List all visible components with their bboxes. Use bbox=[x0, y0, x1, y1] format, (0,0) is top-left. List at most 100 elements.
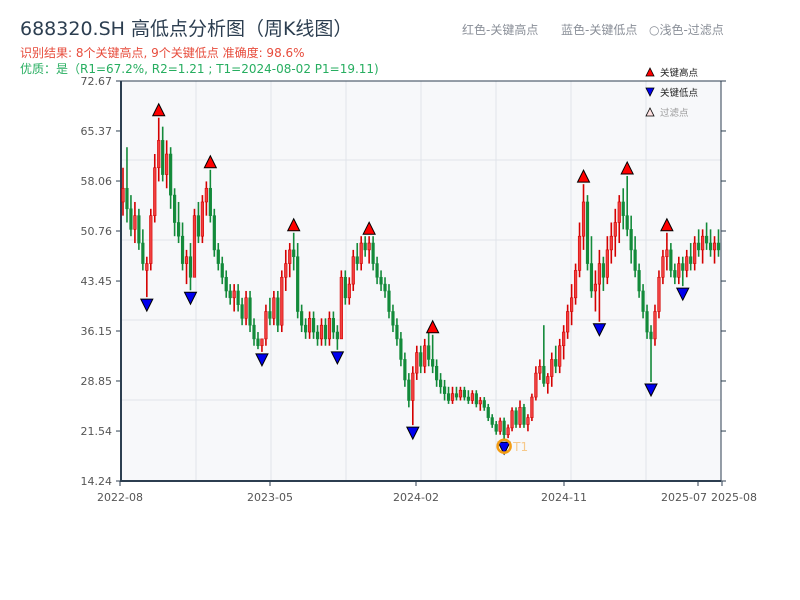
candle-body bbox=[391, 311, 395, 326]
candle-body bbox=[712, 242, 717, 251]
candle bbox=[411, 366, 415, 426]
candle bbox=[133, 201, 137, 244]
candle-body bbox=[665, 249, 669, 258]
candle bbox=[212, 208, 216, 257]
candle-body bbox=[355, 256, 359, 264]
candle bbox=[296, 243, 300, 319]
candle bbox=[458, 386, 463, 401]
candle bbox=[454, 386, 459, 401]
candle-body bbox=[704, 235, 709, 244]
candle-body bbox=[649, 331, 653, 340]
candle-body bbox=[331, 318, 336, 333]
candle-body bbox=[367, 242, 371, 251]
hint-red-high: 红色-关键高点 bbox=[462, 23, 539, 37]
candle-body bbox=[145, 263, 149, 271]
candle-body bbox=[581, 201, 586, 237]
candle bbox=[462, 386, 467, 401]
candle bbox=[490, 414, 494, 428]
candle bbox=[395, 318, 399, 346]
candle-body bbox=[133, 215, 137, 230]
candle bbox=[550, 352, 554, 387]
candle bbox=[546, 373, 550, 394]
candle bbox=[292, 232, 296, 271]
candle-body bbox=[176, 222, 181, 237]
candle-body bbox=[153, 167, 157, 216]
candle-body bbox=[379, 276, 383, 285]
candle bbox=[169, 147, 173, 209]
y-tick-label: 50.76 bbox=[81, 225, 113, 238]
candle bbox=[260, 338, 264, 352]
key-high-marker bbox=[286, 217, 301, 232]
candle bbox=[510, 407, 514, 432]
candle-body bbox=[558, 345, 562, 367]
hint-blue-low: 蓝色-关键低点 bbox=[561, 23, 638, 37]
candle bbox=[383, 277, 387, 298]
candle-body bbox=[486, 407, 490, 418]
candle bbox=[704, 222, 709, 250]
candle bbox=[494, 421, 498, 435]
candle-body bbox=[268, 311, 272, 319]
candle-body bbox=[359, 242, 363, 264]
candle bbox=[701, 229, 705, 264]
candle-body bbox=[661, 256, 665, 278]
candle-body bbox=[546, 376, 550, 384]
legend-label: 关键高点 bbox=[660, 67, 699, 79]
candle bbox=[450, 386, 455, 404]
candle bbox=[442, 379, 447, 401]
candle bbox=[514, 407, 518, 428]
candle bbox=[577, 222, 582, 278]
candle-body bbox=[284, 263, 288, 278]
candle bbox=[415, 345, 419, 380]
candle bbox=[145, 256, 149, 298]
candle bbox=[232, 284, 236, 312]
candle bbox=[609, 222, 613, 264]
candle-body bbox=[716, 242, 721, 251]
candle-body bbox=[300, 311, 304, 326]
candle bbox=[657, 270, 661, 319]
candle-body bbox=[510, 410, 514, 429]
candle-body bbox=[212, 215, 216, 251]
candle-body bbox=[470, 393, 474, 401]
candle bbox=[387, 284, 391, 319]
x-tick-label: 2022-08 bbox=[97, 491, 143, 504]
candle-body bbox=[419, 352, 423, 367]
candle bbox=[466, 390, 470, 404]
candle-body bbox=[657, 276, 661, 312]
candle bbox=[220, 256, 224, 285]
candle bbox=[204, 181, 208, 216]
candle bbox=[125, 147, 129, 223]
candle bbox=[252, 318, 256, 346]
candle bbox=[280, 270, 284, 333]
candle-body bbox=[633, 249, 637, 271]
candle-body bbox=[446, 393, 451, 401]
candle bbox=[470, 390, 474, 404]
candle-body bbox=[538, 365, 542, 374]
candle-body bbox=[669, 249, 673, 271]
candle-body bbox=[169, 153, 173, 196]
candle bbox=[573, 263, 578, 305]
legend-marker-2 bbox=[645, 107, 655, 117]
candle-body bbox=[494, 424, 498, 432]
candle-body bbox=[677, 263, 681, 278]
y-tick-label: 14.24 bbox=[81, 475, 113, 488]
candle-body bbox=[395, 324, 399, 340]
candle bbox=[184, 249, 189, 285]
t1-label: T1 bbox=[512, 440, 528, 454]
candle-body bbox=[125, 187, 129, 210]
candle-body bbox=[693, 242, 697, 264]
candle bbox=[244, 290, 248, 326]
candle bbox=[570, 284, 574, 326]
candle-body bbox=[292, 249, 296, 258]
candle-body bbox=[224, 276, 228, 292]
candle bbox=[708, 229, 713, 257]
candle bbox=[367, 236, 371, 264]
candle bbox=[637, 263, 641, 298]
candle-body bbox=[319, 324, 324, 340]
candle bbox=[224, 270, 228, 298]
candle bbox=[304, 318, 308, 339]
candle-body bbox=[478, 400, 482, 405]
candle-body bbox=[236, 290, 240, 305]
candle bbox=[478, 397, 482, 411]
key-low-marker bbox=[592, 323, 607, 337]
